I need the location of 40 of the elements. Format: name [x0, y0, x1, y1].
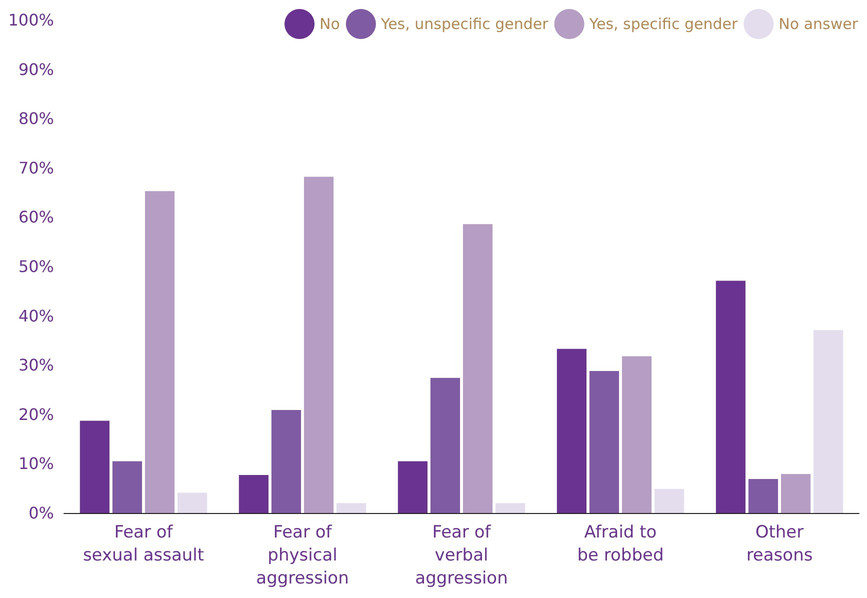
- bar: [144, 191, 175, 513]
- bar: [716, 280, 746, 513]
- bar: [112, 461, 142, 513]
- y-tick-label: 50%: [18, 257, 54, 276]
- x-tick-label: Fear of physical aggression: [256, 522, 349, 588]
- y-tick-label: 40%: [18, 306, 54, 326]
- x-tick-label: Afraid to be robbed: [577, 522, 664, 566]
- bar: [271, 410, 302, 513]
- y-tick-label: 10%: [18, 454, 54, 474]
- y-tick-label: 0%: [28, 504, 54, 522]
- bar: [80, 420, 110, 513]
- bar: [430, 378, 460, 513]
- bar: [780, 474, 811, 513]
- y-tick-label: 70%: [18, 158, 54, 178]
- x-tick-label: Other reasons: [746, 522, 813, 566]
- y-tick-label: 80%: [18, 109, 54, 128]
- legend-label: No answer: [778, 15, 859, 33]
- bar: [814, 330, 844, 513]
- bar: [589, 371, 620, 513]
- x-tick-label: Fear of sexual assault: [82, 522, 204, 566]
- legend-label: Yes, specific gender: [588, 15, 738, 33]
- bar: [304, 176, 334, 513]
- bar: [336, 503, 366, 513]
- bar: [748, 478, 778, 513]
- bar: [622, 356, 652, 513]
- y-tick-label: 100%: [8, 10, 54, 30]
- bar: [238, 475, 268, 513]
- bar: [462, 224, 493, 513]
- bar: [556, 348, 586, 513]
- y-tick-label: 30%: [18, 356, 54, 375]
- legend-label: Yes, unspecific gender: [380, 15, 550, 33]
- y-tick-label: 60%: [18, 208, 54, 227]
- bar: [654, 488, 684, 513]
- bar: [178, 492, 208, 513]
- y-tick-label: 90%: [18, 60, 54, 79]
- x-tick-label: Fear of verbal aggression: [415, 522, 508, 588]
- y-tick-label: 20%: [18, 404, 54, 424]
- bar: [496, 503, 526, 513]
- legend-label: No: [320, 15, 340, 33]
- bar: [398, 461, 428, 513]
